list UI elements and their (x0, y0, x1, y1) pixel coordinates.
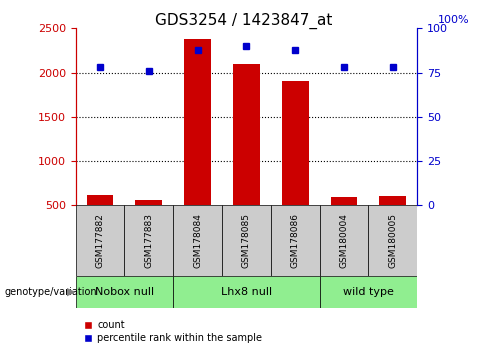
Bar (76, 276, 173, 308)
Bar (233, 64, 260, 205)
Text: wild type: wild type (343, 287, 394, 297)
Bar (380, 195, 407, 205)
Bar (320, 205, 368, 276)
Bar (282, 81, 309, 205)
Text: genotype/variation: genotype/variation (5, 287, 98, 297)
Bar (222, 205, 271, 276)
Text: GSM178084: GSM178084 (193, 213, 202, 268)
Bar (368, 205, 417, 276)
Text: GSM180004: GSM180004 (340, 213, 348, 268)
Text: 100%: 100% (438, 15, 469, 25)
Text: GSM180005: GSM180005 (388, 213, 397, 268)
Bar (173, 205, 222, 276)
Bar (271, 205, 320, 276)
Bar (320, 276, 417, 308)
Bar (124, 205, 173, 276)
Bar (87, 195, 114, 205)
Bar (331, 198, 358, 205)
Bar (173, 276, 320, 308)
Bar (136, 200, 163, 205)
Text: ▶: ▶ (67, 287, 76, 297)
Text: Lhx8 null: Lhx8 null (221, 287, 272, 297)
Legend: count, percentile rank within the sample: count, percentile rank within the sample (81, 316, 266, 347)
Text: GSM178086: GSM178086 (291, 213, 300, 268)
Text: GSM177883: GSM177883 (144, 213, 153, 268)
Text: Nobox null: Nobox null (95, 287, 154, 297)
Text: GDS3254 / 1423847_at: GDS3254 / 1423847_at (155, 12, 333, 29)
Text: GSM177882: GSM177882 (96, 213, 104, 268)
Bar (184, 39, 211, 205)
Text: GSM178085: GSM178085 (242, 213, 251, 268)
Bar (76, 205, 124, 276)
